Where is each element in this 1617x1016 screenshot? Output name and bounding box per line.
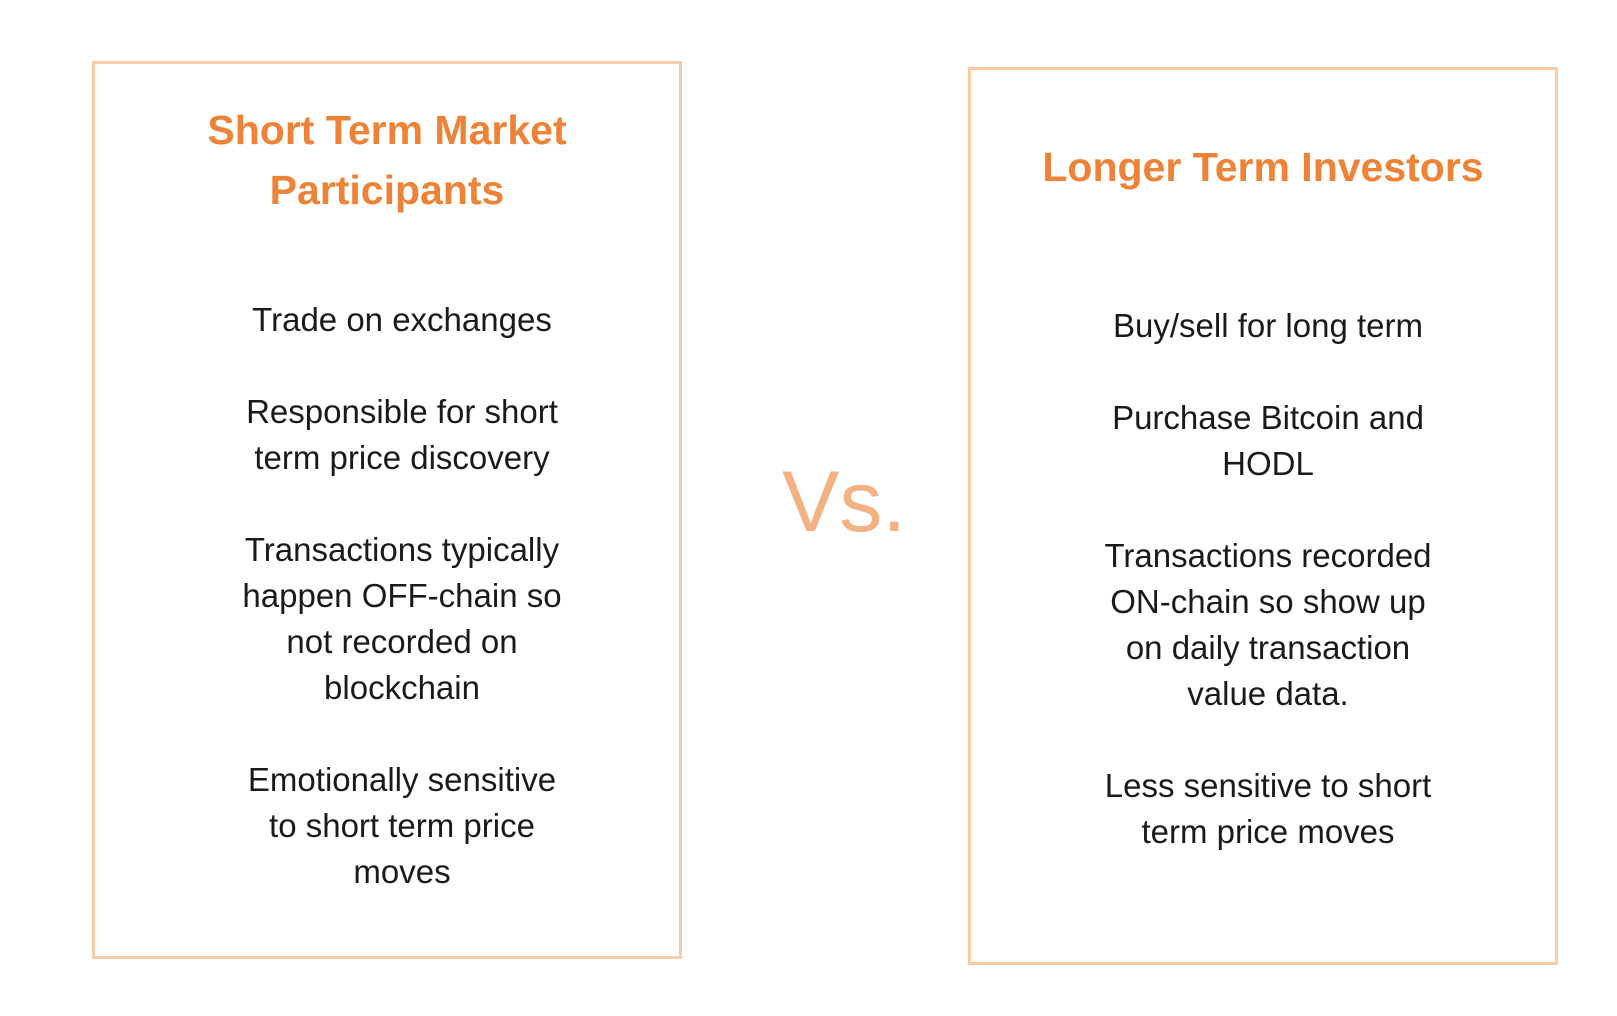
versus-label: Vs.	[782, 454, 907, 550]
short-term-point: Responsible for short term price discove…	[246, 393, 558, 476]
short-term-point: Emotionally sensitive to short term pric…	[247, 761, 557, 890]
short-term-panel-title: Short Term Market Participants	[207, 107, 567, 213]
longer-term-point: Transactions recorded ON-chain so show u…	[1104, 537, 1432, 712]
longer-term-point: Less sensitive to short term price moves	[1104, 767, 1432, 850]
short-term-points-list: Trade on exchanges Responsible for short…	[95, 297, 679, 941]
longer-term-panel-title: Longer Term Investors	[1042, 144, 1484, 190]
longer-term-point: Buy/sell for long term	[1113, 307, 1423, 344]
short-term-participants-panel: Short Term Market Participants Trade on …	[92, 61, 682, 959]
longer-term-points-list: Buy/sell for long term Purchase Bitcoin …	[971, 303, 1555, 901]
short-term-point: Transactions typically happen OFF-chain …	[242, 531, 562, 706]
short-term-point: Trade on exchanges	[252, 301, 552, 338]
longer-term-investors-panel: Longer Term Investors Buy/sell for long …	[968, 67, 1558, 965]
longer-term-point: Purchase Bitcoin and HODL	[1112, 399, 1424, 482]
